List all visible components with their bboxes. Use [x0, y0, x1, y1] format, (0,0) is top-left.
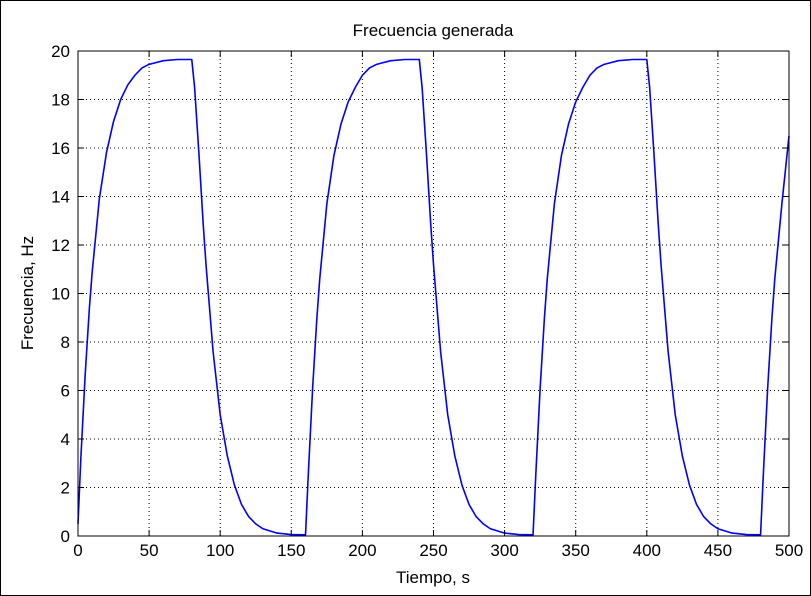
y-tick-label: 4: [61, 430, 70, 449]
x-tick-label: 50: [140, 541, 159, 560]
y-axis-label: Frecuencia, Hz: [18, 236, 37, 350]
y-tick-label: 2: [61, 479, 70, 498]
y-tick-label: 6: [61, 382, 70, 401]
x-tick-label: 0: [73, 541, 82, 560]
y-tick-label: 0: [61, 527, 70, 546]
x-tick-labels: 0 50 100 150 200 250 300 350 400 450 500: [73, 541, 803, 560]
y-tick-labels: 0 2 4 6 8 10 12 14 16 18 20: [51, 42, 70, 546]
y-tick-label: 16: [51, 139, 70, 158]
y-tick-label: 14: [51, 188, 70, 207]
x-tick-label: 500: [775, 541, 803, 560]
x-tick-label: 300: [490, 541, 518, 560]
y-tick-label: 12: [51, 236, 70, 255]
x-tick-label: 100: [206, 541, 234, 560]
x-tick-label: 200: [348, 541, 376, 560]
x-tick-label: 400: [633, 541, 661, 560]
x-tick-label: 250: [419, 541, 447, 560]
x-tick-label: 350: [562, 541, 590, 560]
x-axis-label: Tiempo, s: [396, 568, 470, 587]
y-tick-label: 18: [51, 91, 70, 110]
y-tick-label: 8: [61, 333, 70, 352]
x-tick-label: 450: [704, 541, 732, 560]
y-tick-label: 10: [51, 285, 70, 304]
chart-title: Frecuencia generada: [353, 21, 514, 40]
x-tick-label: 150: [277, 541, 305, 560]
y-tick-label: 20: [51, 42, 70, 61]
